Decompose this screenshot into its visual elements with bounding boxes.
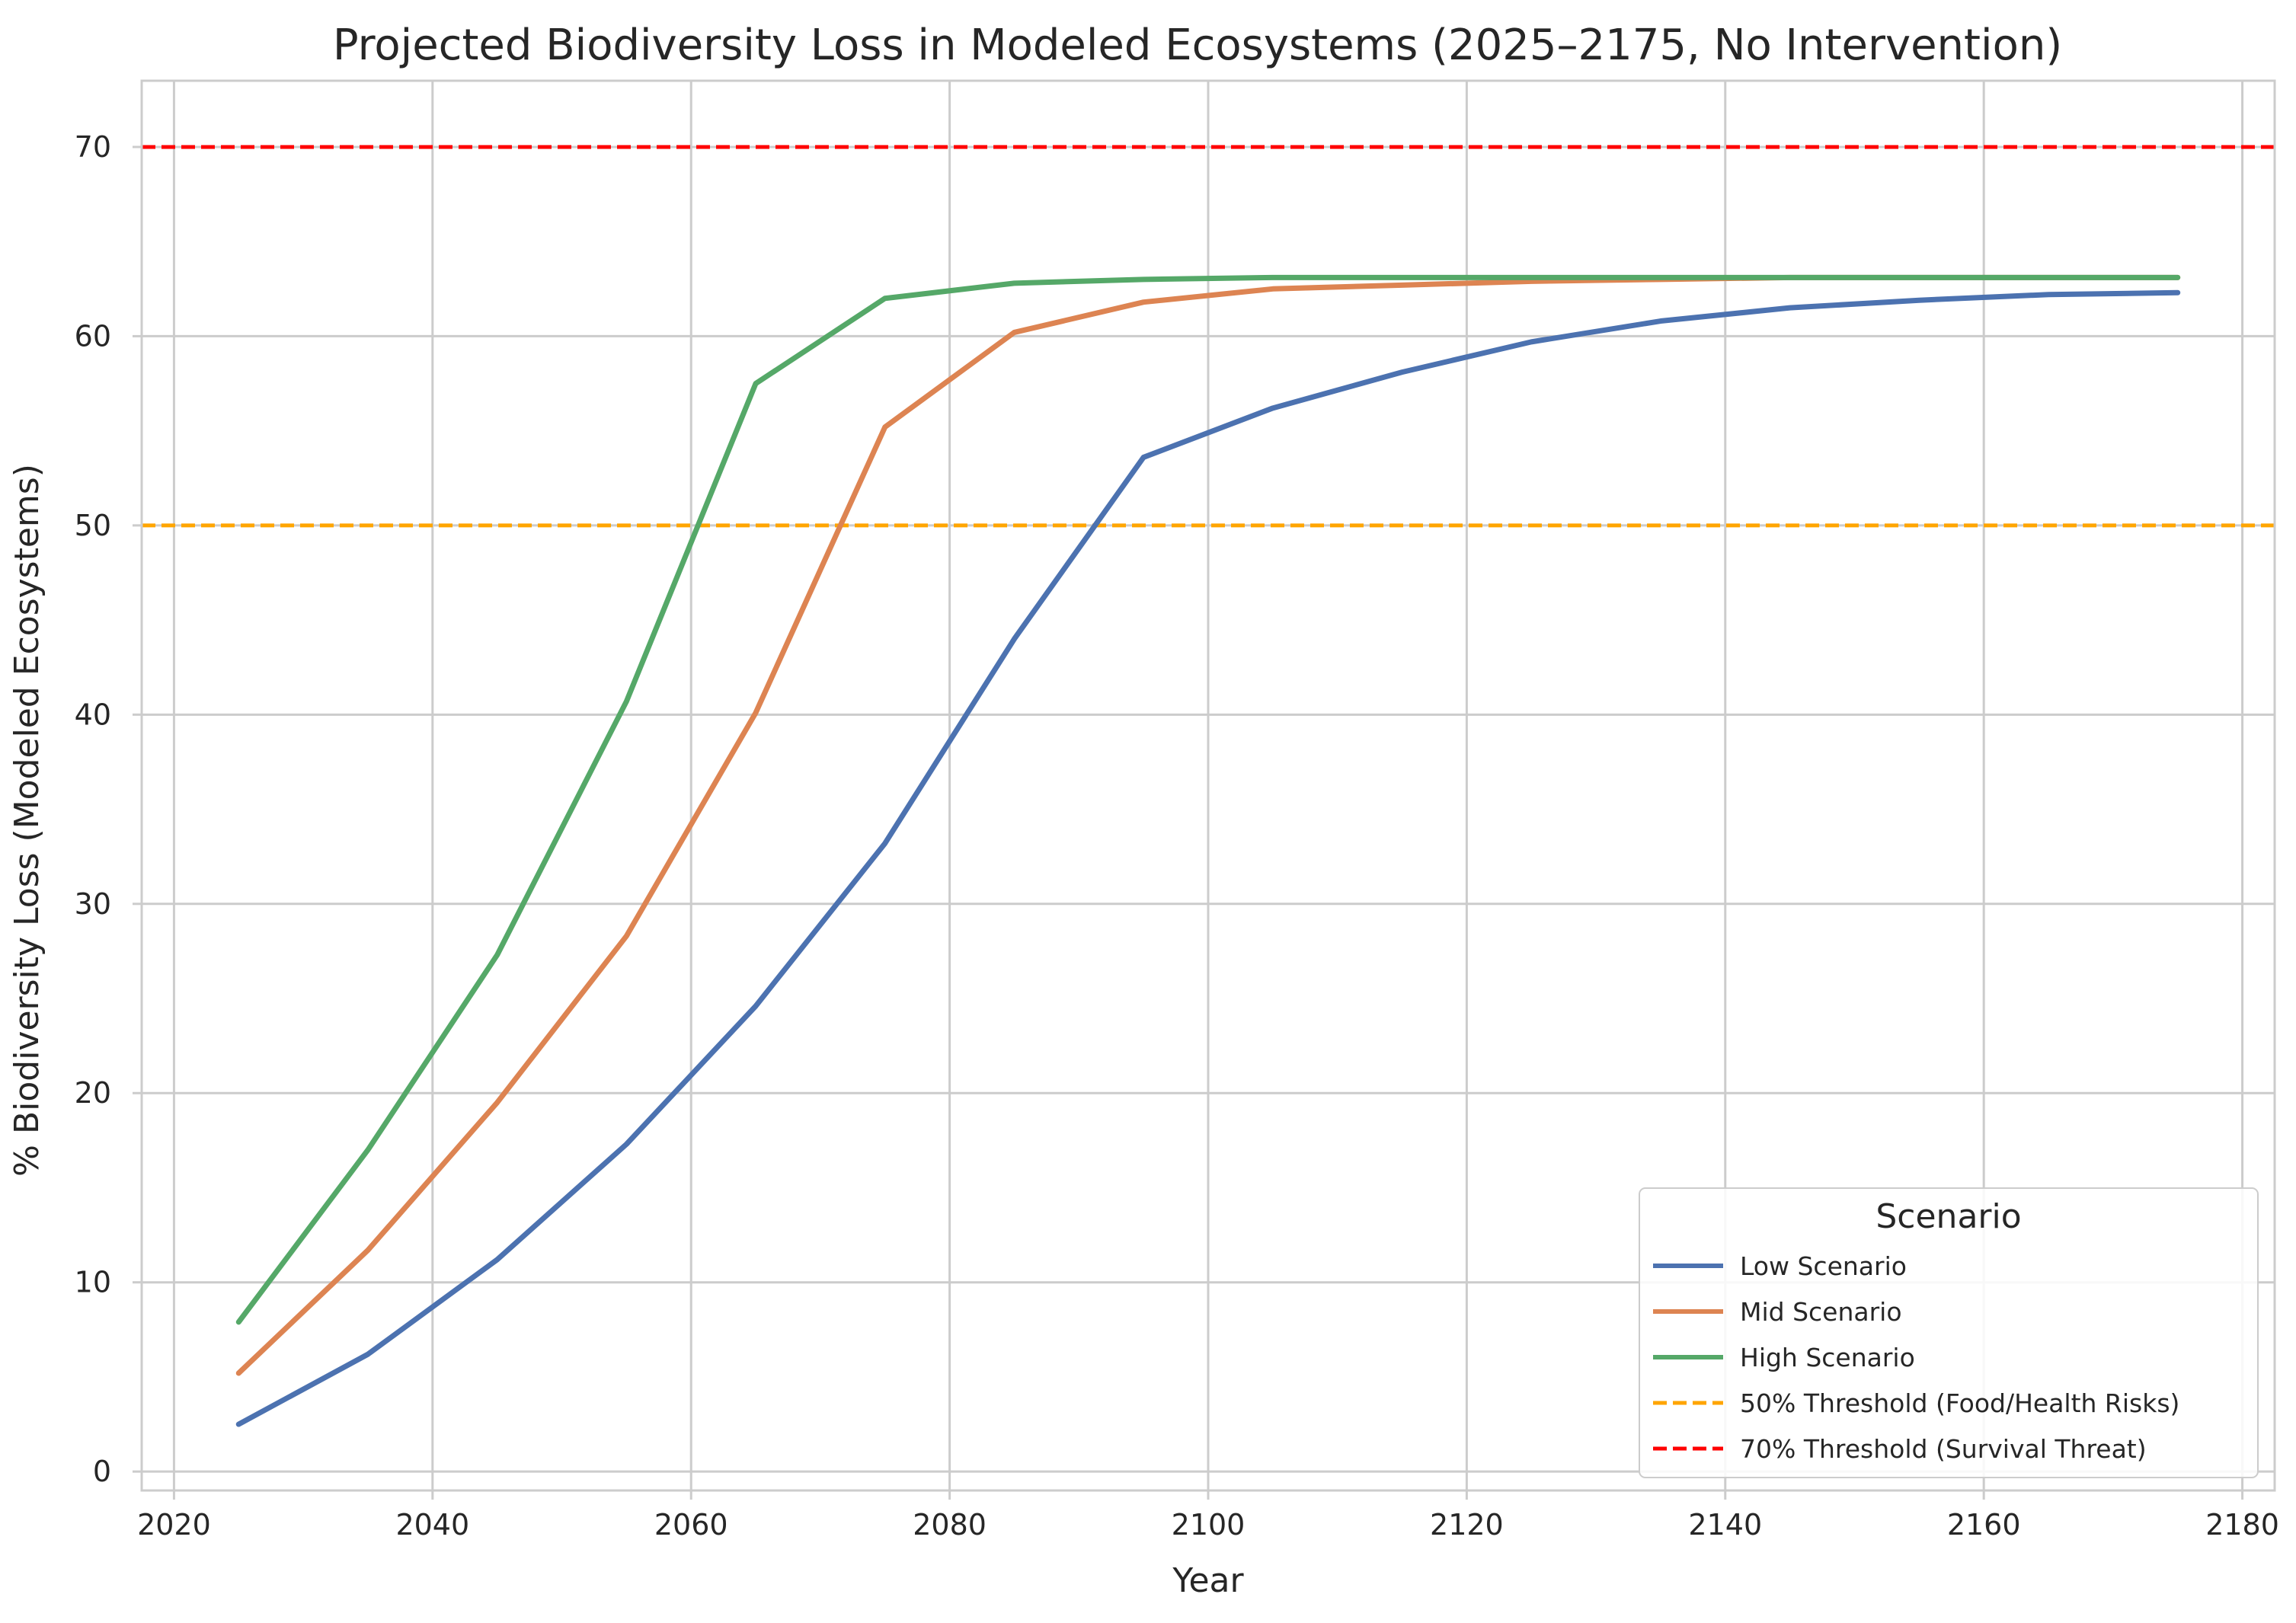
x-tick-label: 2080 <box>913 1508 987 1542</box>
grid <box>142 81 2275 1490</box>
chart-title: Projected Biodiversity Loss in Modeled E… <box>333 21 2062 70</box>
series-line <box>235 289 2181 1427</box>
legend-box <box>1639 1187 2259 1478</box>
x-tick-label: 2180 <box>2205 1508 2279 1542</box>
legend-label: 70% Threshold (Survival Threat) <box>1740 1434 2147 1464</box>
y-axis-ticks: 0 10 20 30 40 50 60 70 <box>75 130 142 1488</box>
x-tick-label: 2100 <box>1172 1508 1246 1542</box>
x-tick-label: 2020 <box>137 1508 211 1542</box>
y-tick-label: 0 <box>93 1455 111 1488</box>
legend-label: Low Scenario <box>1740 1251 1907 1281</box>
y-tick-label: 20 <box>75 1076 111 1110</box>
legend-entries: Low Scenario Mid Scenario High Scenario 50%… <box>1653 1251 2179 1464</box>
legend-label: 50% Threshold (Food/Health Risks) <box>1740 1388 2179 1418</box>
y-tick-label: 30 <box>75 887 111 921</box>
x-axis-label: Year <box>1172 1561 1244 1600</box>
legend-label: Mid Scenario <box>1740 1297 1902 1327</box>
series-line <box>235 274 2181 1325</box>
y-tick-label: 70 <box>75 130 111 164</box>
x-tick-label: 2160 <box>1947 1508 2021 1542</box>
y-tick-label: 50 <box>75 509 111 542</box>
legend-label: High Scenario <box>1740 1343 1915 1372</box>
series-lines <box>235 274 2181 1427</box>
x-tick-label: 2140 <box>1688 1508 1762 1542</box>
legend: Scenario Low Scenario Mid Scenario High Sc… <box>1639 1187 2259 1478</box>
x-tick-label: 2060 <box>654 1508 728 1542</box>
x-tick-label: 2040 <box>395 1508 469 1542</box>
legend-title: Scenario <box>1875 1197 2021 1236</box>
y-tick-label: 10 <box>75 1266 111 1299</box>
y-tick-label: 40 <box>75 698 111 731</box>
y-tick-label: 60 <box>75 319 111 353</box>
y-axis-label: % Biodiversity Loss (Modeled Ecosystems) <box>8 464 46 1177</box>
x-axis-ticks: 2020 2040 2060 2080 2100 2120 2140 2160 2180 <box>137 1490 2279 1542</box>
x-tick-label: 2120 <box>1430 1508 1504 1542</box>
